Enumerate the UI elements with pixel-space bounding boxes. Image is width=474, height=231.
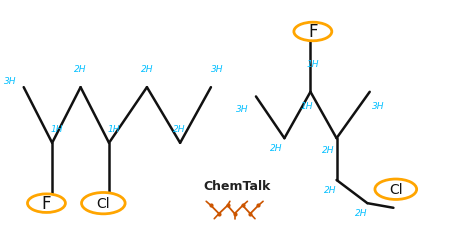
Text: 3H: 3H — [237, 104, 249, 113]
Text: 3H: 3H — [372, 102, 384, 111]
Text: Cl: Cl — [389, 182, 402, 196]
Circle shape — [82, 193, 125, 214]
Text: 1H: 1H — [307, 60, 319, 69]
Text: 2H: 2H — [74, 65, 87, 74]
Text: 2H: 2H — [355, 208, 367, 217]
Text: 2H: 2H — [141, 65, 153, 74]
Text: Cl: Cl — [97, 196, 110, 210]
Text: 1H: 1H — [51, 125, 63, 134]
Text: 3H: 3H — [4, 76, 17, 85]
Text: ChemTalk: ChemTalk — [203, 179, 271, 192]
Circle shape — [27, 194, 65, 213]
Circle shape — [375, 179, 417, 200]
Text: F: F — [308, 23, 318, 41]
Text: 1H: 1H — [108, 125, 120, 134]
Text: 1H: 1H — [301, 102, 313, 111]
Text: 2H: 2H — [324, 185, 337, 194]
Text: 2H: 2H — [270, 143, 283, 152]
Text: 2H: 2H — [173, 125, 185, 134]
Text: 3H: 3H — [211, 65, 223, 74]
Text: 2H: 2H — [322, 146, 335, 155]
Circle shape — [294, 23, 332, 42]
Text: F: F — [42, 194, 51, 212]
